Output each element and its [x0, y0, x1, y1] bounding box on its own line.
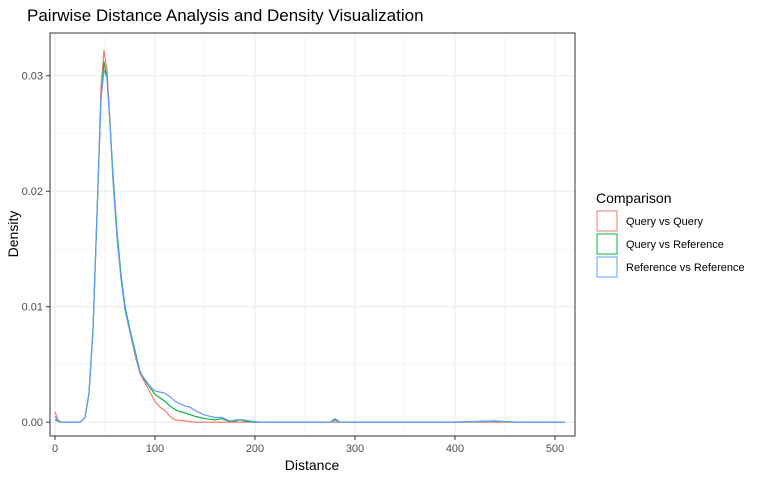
legend-items: Query vs Query Query vs Reference Referenc… — [596, 210, 745, 278]
x-axis-ticks: 0 100 200 300 400 500 — [52, 436, 564, 455]
y-axis-title: Density — [5, 211, 21, 258]
legend-key — [596, 233, 618, 255]
legend-label: Reference vs Reference — [626, 262, 745, 274]
y-tick-label: 0.03 — [22, 71, 43, 83]
y-axis-ticks: 0.00 0.01 0.02 0.03 — [22, 71, 50, 429]
legend: Comparison Query vs Query Query vs Refere… — [596, 190, 745, 278]
x-tick-label: 100 — [146, 443, 164, 455]
y-tick-label: 0.02 — [22, 186, 43, 198]
x-tick-label: 400 — [446, 443, 464, 455]
x-tick-label: 500 — [546, 443, 564, 455]
series-line — [54, 69, 565, 423]
y-tick-label: 0.01 — [22, 302, 43, 314]
legend-label: Query vs Query — [626, 216, 704, 228]
y-tick-label: 0.00 — [22, 417, 43, 429]
x-axis-title: Distance — [285, 457, 340, 473]
x-tick-label: 200 — [246, 443, 264, 455]
legend-key — [596, 256, 618, 278]
series-lines — [54, 49, 565, 423]
legend-title: Comparison — [596, 190, 671, 206]
chart-title: Pairwise Distance Analysis and Density V… — [27, 6, 424, 25]
x-tick-label: 300 — [346, 443, 364, 455]
x-tick-label: 0 — [52, 443, 58, 455]
plot-panel — [49, 32, 576, 437]
legend-label: Query vs Reference — [626, 239, 724, 251]
legend-key — [596, 210, 618, 232]
major-gridlines — [50, 33, 575, 436]
